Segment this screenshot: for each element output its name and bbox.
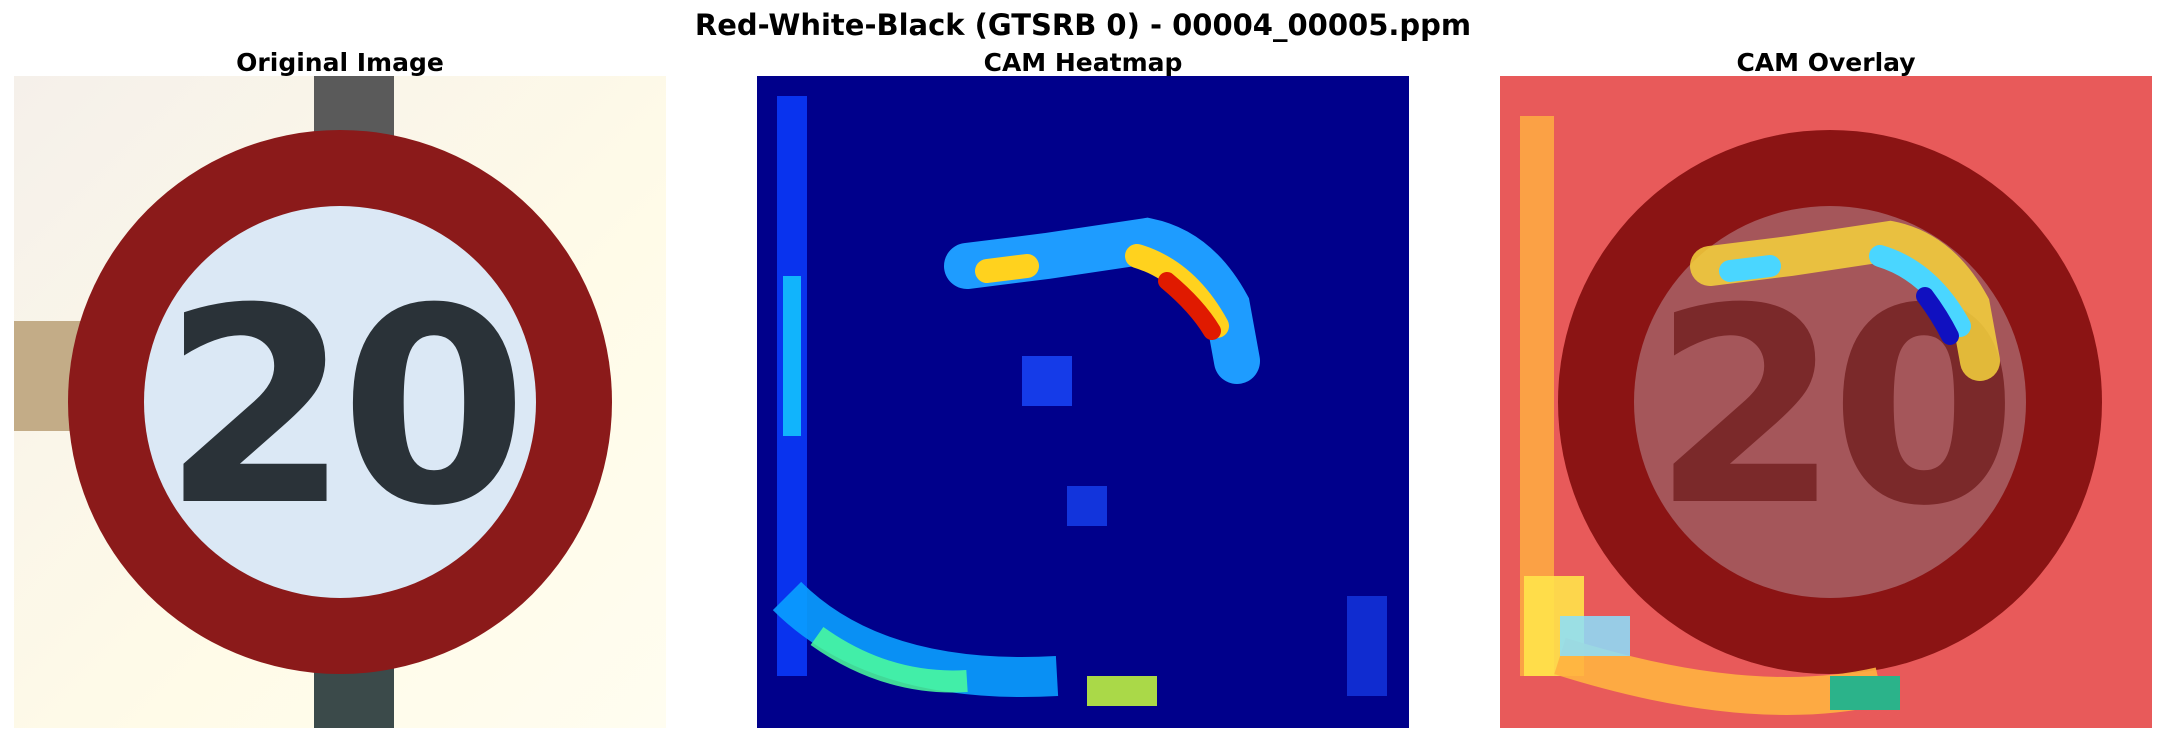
- heatmap-arc-hot: [1158, 272, 1221, 340]
- figure-title: Red-White-Black (GTSRB 0) - 00004_00005.…: [694, 8, 1472, 42]
- panel-overlay: CAM Overlay 20: [1500, 48, 2152, 730]
- heatmap-right-spot: [1347, 596, 1387, 696]
- panel-title-heatmap: CAM Heatmap: [983, 48, 1183, 77]
- original-image: 20: [14, 76, 666, 728]
- panel-title-original: Original Image: [236, 48, 444, 77]
- heatmap-bottom-arc: [772, 581, 1059, 697]
- heatmap-spot-b: [1067, 486, 1107, 526]
- sign-digits: 20: [162, 250, 518, 565]
- sign-face: [144, 206, 536, 598]
- overlay-bottom-cool: [1560, 616, 1630, 656]
- heatmap-left-glow: [783, 276, 801, 436]
- panel-title-overlay: CAM Overlay: [1736, 48, 1916, 77]
- overlay-arc-dark: [1916, 287, 1959, 345]
- heatmap-background: [757, 76, 1409, 728]
- cam-overlay: 20: [1500, 76, 2152, 728]
- overlay-arc-outer: [1690, 220, 2000, 381]
- panel-original: Original Image 20: [14, 48, 666, 730]
- heatmap-bottom-spot: [1087, 676, 1157, 706]
- heatmap-arc-outer: [944, 217, 1260, 384]
- heatmap-spot-a: [1022, 356, 1072, 406]
- cam-heatmap: [757, 76, 1409, 728]
- overlay-bottom-spot: [1830, 676, 1900, 710]
- overlay-arc-cool: [1719, 245, 1971, 337]
- heatmap-bottom-hot: [810, 627, 968, 693]
- sign-post-bottom: [314, 666, 394, 728]
- panel-heatmap: CAM Heatmap: [757, 48, 1409, 730]
